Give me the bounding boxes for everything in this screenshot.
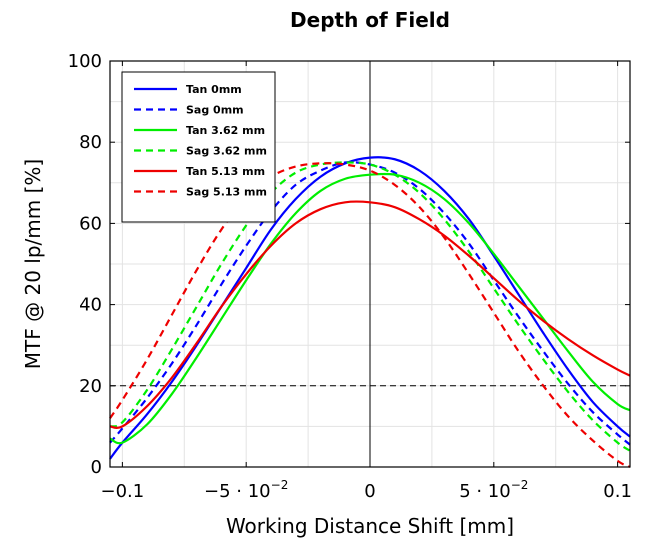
- series-line-3: [109, 161, 631, 452]
- legend-label: Sag 5.13 mm: [186, 186, 267, 199]
- series-line-1: [109, 161, 631, 446]
- series-lines: [109, 156, 631, 469]
- x-tick-label: −5 · 10−2: [204, 478, 288, 502]
- chart-title: Depth of Field: [290, 8, 450, 32]
- x-tick-label: 5 · 10−2: [459, 478, 528, 502]
- y-tick-label: 100: [68, 51, 102, 72]
- legend-label: Sag 3.62 mm: [186, 145, 267, 158]
- x-tick-label: −0.1: [101, 481, 145, 502]
- legend-box: [121, 71, 276, 223]
- x-axis-label: Working Distance Shift [mm]: [226, 514, 514, 538]
- y-tick-label: 60: [79, 213, 102, 234]
- legend-label: Tan 5.13 mm: [186, 165, 265, 178]
- x-tick-label: 0.1: [603, 481, 632, 502]
- series-line-2: [109, 172, 631, 445]
- series-line-5: [109, 162, 631, 469]
- y-tick-label: 0: [91, 457, 102, 478]
- y-tick-label: 40: [79, 295, 102, 316]
- y-tick-label: 20: [79, 376, 102, 397]
- legend-label: Tan 3.62 mm: [186, 124, 265, 137]
- legend-label: Tan 0mm: [186, 83, 242, 96]
- y-tick-label: 80: [79, 132, 102, 153]
- axis-ticks: 0 20 40 60 80 100 −0.1 −5 · 10−2 0 5 · 10−2 0.1: [68, 51, 632, 502]
- x-tick-label: 0: [364, 481, 375, 502]
- series-line-0: [109, 156, 631, 460]
- legend: Tan 0mm Sag 0mm Tan 3.62 mm Sag 3.62 mm Tan …: [121, 71, 276, 223]
- legend-label: Sag 0mm: [186, 104, 244, 117]
- series-line-4: [109, 200, 631, 429]
- y-axis-label: MTF @ 20 lp/mm [%]: [21, 159, 45, 369]
